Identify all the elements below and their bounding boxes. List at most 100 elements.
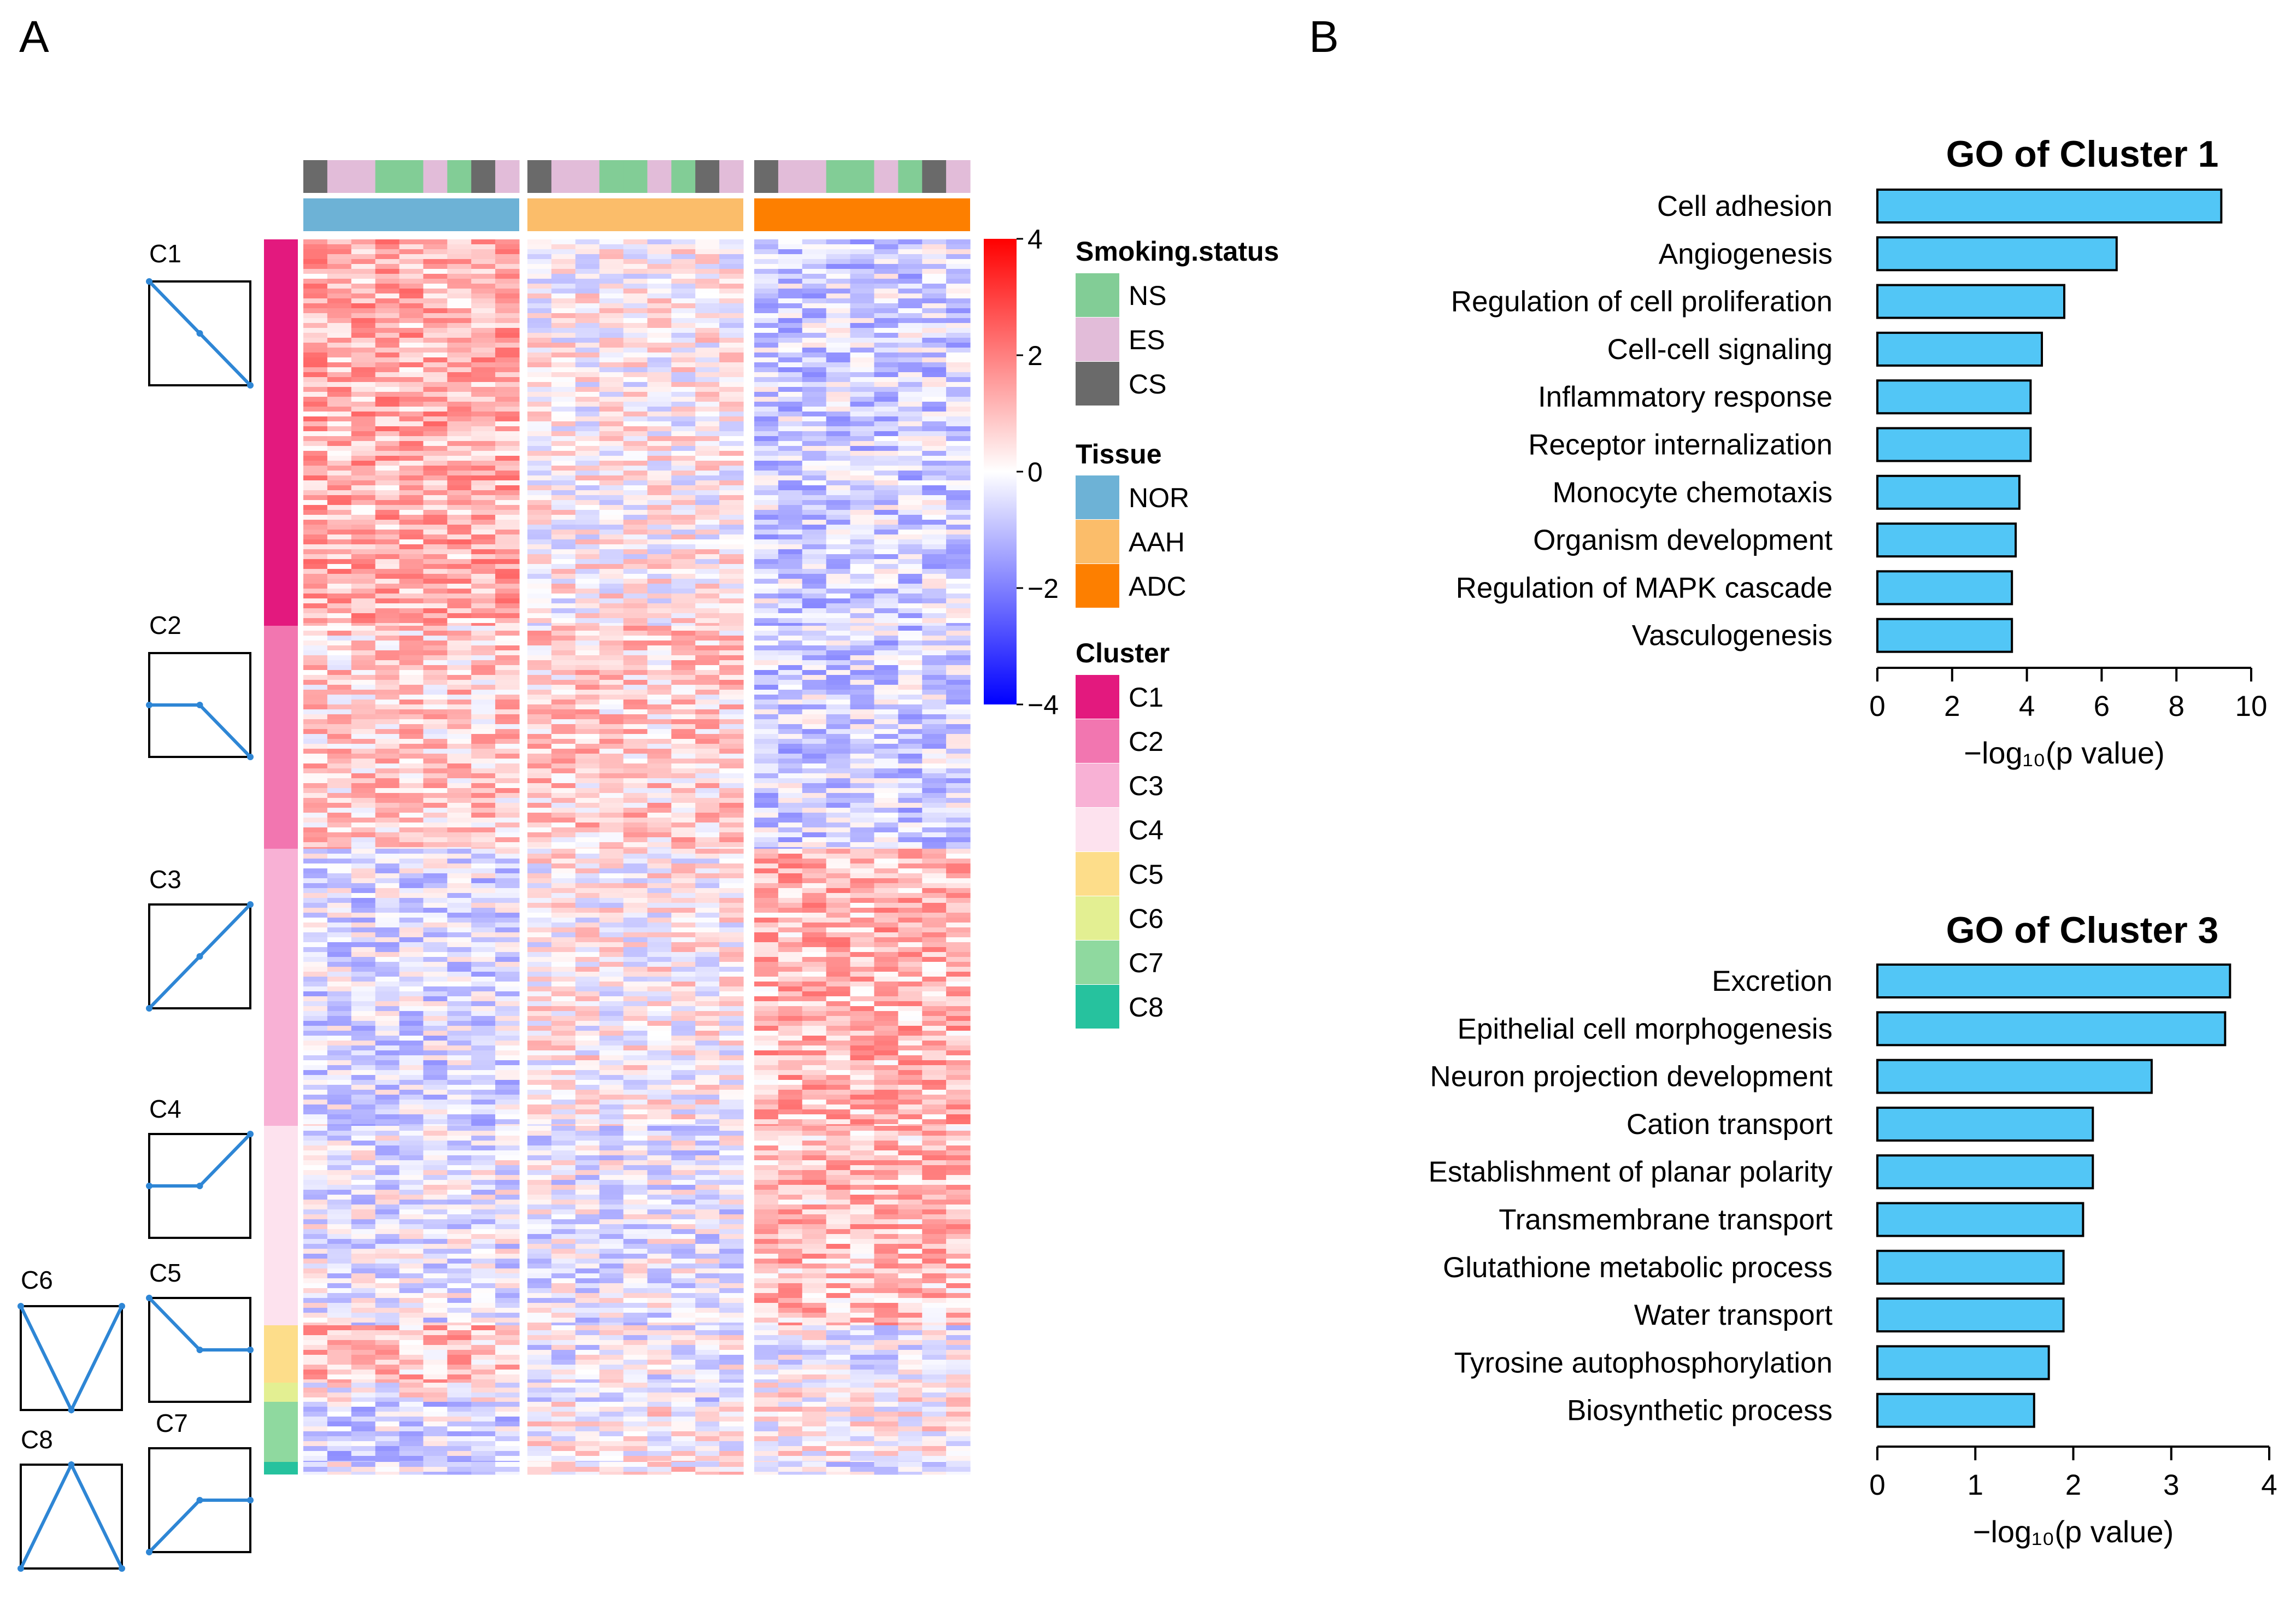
heatmap-cell [754, 308, 779, 314]
heatmap-cell [898, 431, 923, 437]
heatmap-cell [399, 534, 424, 540]
heatmap-cell [351, 1165, 376, 1171]
heatmap-cell [599, 594, 624, 599]
heatmap-cell [754, 298, 779, 304]
heatmap-cell [623, 778, 648, 784]
heatmap-cell [399, 927, 424, 933]
heatmap-cell [850, 441, 875, 446]
heatmap-cell [826, 1031, 851, 1036]
heatmap-cell [826, 559, 851, 565]
heatmap-cell [575, 608, 600, 614]
heatmap-cell [754, 377, 779, 383]
heatmap-cell [778, 495, 803, 501]
heatmap-cell [802, 883, 827, 889]
heatmap-cell [399, 700, 424, 705]
heatmap-cell [898, 739, 923, 744]
heatmap-cell [575, 783, 600, 789]
heatmap-cell [623, 768, 648, 774]
heatmap-cell [351, 328, 376, 333]
heatmap-cell [423, 645, 448, 651]
heatmap-cell [754, 338, 779, 343]
heatmap-cell [399, 579, 424, 584]
heatmap-cell [802, 574, 827, 579]
heatmap-cell [327, 362, 352, 368]
heatmap-cell [826, 313, 851, 319]
heatmap-cell [671, 783, 696, 789]
heatmap-cell [375, 343, 400, 348]
heatmap-cell [623, 918, 648, 923]
heatmap-cell [898, 942, 923, 948]
heatmap-cell [303, 937, 328, 943]
heatmap-cell [874, 431, 899, 437]
heatmap-cell [375, 854, 400, 859]
heatmap-cell [671, 608, 696, 614]
heatmap-cell [495, 1145, 520, 1151]
heatmap-cell [647, 818, 672, 823]
heatmap-cell [551, 1109, 576, 1115]
heatmap-cell [599, 908, 624, 913]
heatmap-cell [647, 259, 672, 265]
heatmap-cell [922, 574, 947, 579]
heatmap-cell [575, 343, 600, 348]
heatmap-cell [898, 893, 923, 898]
heatmap-cell [495, 343, 520, 348]
heatmap-cell [527, 510, 552, 515]
heatmap-cell [599, 759, 624, 764]
heatmap-cell [527, 1031, 552, 1036]
heatmap-cell [495, 739, 520, 744]
heatmap-cell [471, 348, 496, 353]
heatmap-cell [303, 1150, 328, 1156]
heatmap-cell [399, 660, 424, 666]
heatmap-cell [599, 623, 624, 626]
heatmap-cell [303, 613, 328, 619]
heatmap-cell [495, 670, 520, 675]
heatmap-cell [850, 598, 875, 604]
heatmap-cell [471, 569, 496, 574]
heatmap-cell [695, 603, 720, 609]
heatmap-cell [754, 589, 779, 594]
heatmap-cell [695, 982, 720, 987]
heatmap-cell [719, 714, 744, 720]
heatmap-cell [327, 293, 352, 299]
heatmap-cell [695, 1036, 720, 1041]
heatmap-cell [399, 763, 424, 769]
heatmap-cell [898, 352, 923, 358]
heatmap-cell [647, 763, 672, 769]
heatmap-cell [551, 631, 576, 636]
heatmap-cell [599, 1011, 624, 1017]
heatmap-cell [375, 249, 400, 255]
heatmap-cell [778, 888, 803, 894]
heatmap-cell [850, 878, 875, 884]
heatmap-cell [898, 1100, 923, 1105]
heatmap-cell [695, 549, 720, 555]
heatmap-cell [898, 888, 923, 894]
heatmap-cell [599, 264, 624, 269]
heatmap-cell [375, 554, 400, 560]
heatmap-cell [874, 505, 899, 510]
heatmap-cell [551, 402, 576, 407]
heatmap-cell [495, 431, 520, 437]
heatmap-cell [946, 1085, 971, 1090]
heatmap-cell [575, 520, 600, 525]
heatmap-cell [599, 412, 624, 417]
heatmap-cell [551, 714, 576, 720]
heatmap-cell [647, 1050, 672, 1056]
heatmap-cell [471, 412, 496, 417]
heatmap-cell [850, 569, 875, 574]
heatmap-cell [647, 594, 672, 599]
heatmap-cell [647, 932, 672, 938]
heatmap-cell [327, 636, 352, 641]
heatmap-cell [898, 878, 923, 884]
heatmap-cell [375, 407, 400, 412]
heatmap-cell [351, 367, 376, 373]
heatmap-cell [495, 416, 520, 422]
heatmap-cell [946, 407, 971, 412]
heatmap-cell [898, 402, 923, 407]
heatmap-cell [527, 539, 552, 545]
heatmap-cell [623, 754, 648, 759]
heatmap-cell [599, 525, 624, 530]
heatmap-cell [327, 680, 352, 685]
heatmap-cell [671, 279, 696, 284]
heatmap-cell [874, 893, 899, 898]
heatmap-cell [898, 544, 923, 550]
